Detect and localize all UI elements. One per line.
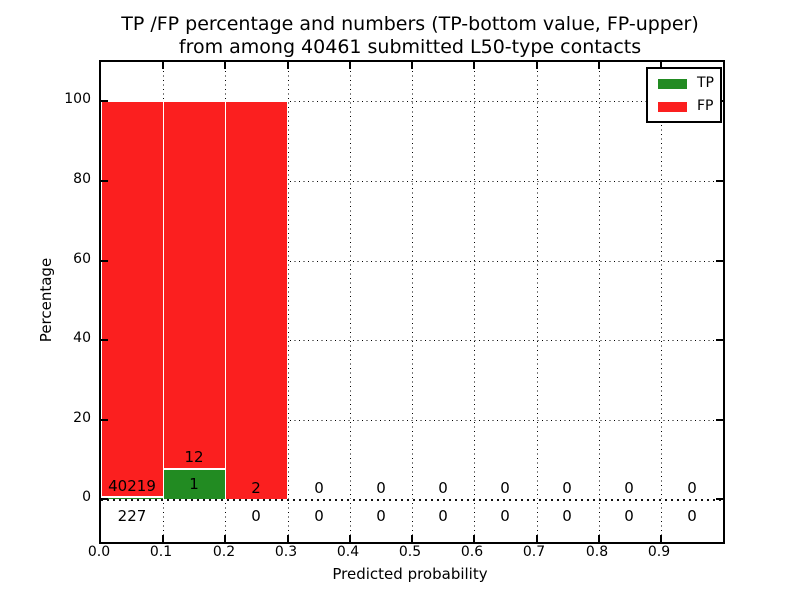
gridline-v-0.4	[350, 62, 351, 542]
fp-count-label: 12	[184, 448, 204, 466]
tp-count-label: 227	[117, 507, 147, 525]
tick-y-right	[716, 498, 723, 500]
legend: TP FP	[646, 67, 722, 123]
fp-count-label: 0	[562, 479, 572, 497]
x-tick-label: 0.5	[398, 544, 422, 560]
tp-count-label: 0	[687, 507, 697, 525]
fp-count-label: 0	[624, 479, 634, 497]
y-tick-label: 0	[82, 489, 91, 505]
tick-y-left	[101, 180, 108, 182]
tick-x-top	[660, 62, 662, 69]
zero-gridline	[101, 499, 723, 501]
tick-x-bottom	[598, 535, 600, 542]
gridline-v-0.6	[474, 62, 475, 542]
gridline-v-0.3	[288, 62, 289, 542]
legend-item-fp: FP	[658, 98, 714, 114]
tick-y-left	[101, 498, 108, 500]
fp-count-label: 0	[376, 479, 386, 497]
tick-y-left	[101, 339, 108, 341]
tp-count-label: 0	[251, 507, 261, 525]
tick-x-bottom	[224, 535, 226, 542]
fp-count-label: 0	[314, 479, 324, 497]
tick-y-left	[101, 100, 108, 102]
x-tick-label: 0.4	[336, 544, 360, 560]
tp-count-label: 1	[189, 475, 199, 493]
tp-legend-swatch-icon	[658, 78, 687, 89]
fp-count-label: 0	[687, 479, 697, 497]
tp-count-label: 0	[314, 507, 324, 525]
tick-x-top	[473, 62, 475, 69]
y-tick-label: 60	[73, 251, 91, 267]
chart-title-line2: from among 40461 submitted L50-type cont…	[178, 36, 642, 58]
fp-count-label: 2	[251, 479, 261, 497]
legend-label-fp: FP	[697, 98, 714, 114]
tick-y-left	[101, 419, 108, 421]
tick-x-bottom	[411, 535, 413, 542]
fp-count-label: 40219	[108, 477, 156, 495]
x-tick-label: 0.0	[87, 544, 111, 560]
tick-x-bottom	[349, 535, 351, 542]
gridline-v-0.8	[599, 62, 600, 542]
tick-x-bottom	[287, 535, 289, 542]
legend-label-tp: TP	[697, 75, 714, 91]
tick-x-top	[287, 62, 289, 69]
tick-x-top	[162, 62, 164, 69]
fp-count-label: 0	[438, 479, 448, 497]
tick-x-bottom	[162, 535, 164, 542]
x-tick-label: 0.8	[585, 544, 609, 560]
tick-x-top	[224, 62, 226, 69]
tick-x-top	[411, 62, 413, 69]
x-tick-label: 0.2	[212, 544, 236, 560]
tp-count-label: 0	[376, 507, 386, 525]
tick-y-right	[716, 339, 723, 341]
gridline-v-0.7	[537, 62, 538, 542]
tick-y-left	[101, 260, 108, 262]
tick-y-right	[716, 419, 723, 421]
x-tick-label: 0.6	[460, 544, 484, 560]
y-tick-label: 100	[64, 91, 91, 107]
plot-area: 40219 12 2 0 0 0 0 0 0 0 227 1 0 0 0 0 0…	[99, 60, 725, 544]
tick-y-right	[716, 260, 723, 262]
tp-count-label: 0	[500, 507, 510, 525]
fp-count-label: 0	[500, 479, 510, 497]
legend-item-tp: TP	[658, 75, 714, 91]
tick-x-bottom	[536, 535, 538, 542]
x-tick-label: 0.7	[522, 544, 546, 560]
tick-x-top	[598, 62, 600, 69]
y-tick-label: 20	[73, 410, 91, 426]
y-tick-label: 40	[73, 330, 91, 346]
tick-x-top	[349, 62, 351, 69]
bar-tp-bin-0.1-0.2	[163, 469, 226, 500]
gridline-v-0.5	[412, 62, 413, 542]
gridline-v-0.9	[661, 62, 662, 542]
y-axis-label: Percentage	[37, 257, 55, 343]
tp-count-label: 0	[438, 507, 448, 525]
chart-title-line1: TP /FP percentage and numbers (TP-bottom…	[121, 13, 699, 35]
x-tick-label: 0.9	[647, 544, 671, 560]
tp-count-label: 0	[562, 507, 572, 525]
tick-x-bottom	[473, 535, 475, 542]
y-tick-label: 80	[73, 171, 91, 187]
x-tick-label: 0.3	[274, 544, 298, 560]
fp-legend-swatch-icon	[658, 101, 687, 112]
tp-count-label: 0	[624, 507, 634, 525]
x-axis-label: Predicted probability	[332, 565, 488, 583]
bar-fp-bin-0.2-0.3	[225, 101, 288, 500]
tick-x-bottom	[660, 535, 662, 542]
bar-fp-bin-0.0-0.1	[101, 101, 164, 497]
tick-y-right	[716, 180, 723, 182]
bar-fp-bin-0.1-0.2	[163, 101, 226, 469]
x-tick-label: 0.1	[149, 544, 173, 560]
tick-x-top	[536, 62, 538, 69]
